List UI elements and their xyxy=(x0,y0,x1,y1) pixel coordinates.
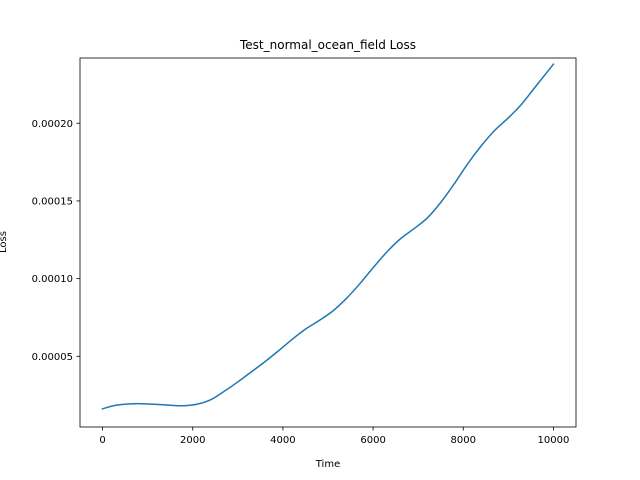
x-tick-label: 6000 xyxy=(360,435,385,446)
y-tick-label: 0.00015 xyxy=(32,196,73,207)
x-tick-label: 8000 xyxy=(451,435,476,446)
x-tick-label: 2000 xyxy=(180,435,205,446)
plot-area xyxy=(79,57,577,428)
x-tick-label: 0 xyxy=(99,435,105,446)
x-axis-label: Time xyxy=(315,459,340,470)
y-tick-label: 0.00005 xyxy=(32,352,73,363)
plot-frame xyxy=(79,57,577,428)
x-axis: 0 2000 4000 6000 8000 10000 xyxy=(99,427,569,446)
series-line-0 xyxy=(101,63,555,410)
series-layer xyxy=(101,63,555,410)
y-tick-label: 0.00020 xyxy=(32,119,73,130)
y-axis-label: Loss xyxy=(0,231,9,253)
chart-title: Test_normal_ocean_field Loss xyxy=(239,38,416,52)
y-axis: 0.00005 0.00010 0.00015 0.00020 xyxy=(32,119,80,363)
x-tick-label: 4000 xyxy=(270,435,295,446)
y-tick-label: 0.00010 xyxy=(32,274,73,285)
x-tick-label: 10000 xyxy=(538,435,570,446)
